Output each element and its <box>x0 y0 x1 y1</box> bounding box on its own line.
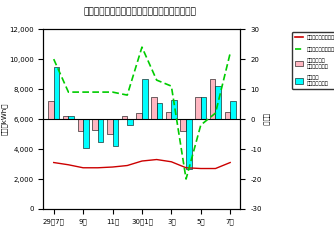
Legend: 電力需要実績前年同月比, 発電実績前年同月比, 電力需要実績
（前年同月比）, 発電実績
（前年同月比）: 電力需要実績前年同月比, 発電実績前年同月比, 電力需要実績 （前年同月比）, … <box>292 32 334 89</box>
Bar <box>186 119 192 169</box>
Bar <box>98 119 104 141</box>
Bar <box>157 103 162 119</box>
Bar <box>54 67 59 119</box>
Bar <box>63 116 68 119</box>
Bar <box>122 116 127 119</box>
Bar <box>113 119 118 146</box>
Y-axis label: （％）: （％） <box>263 113 270 125</box>
Bar <box>136 113 142 119</box>
Bar <box>230 101 236 119</box>
Bar <box>171 100 177 119</box>
Bar <box>151 96 157 119</box>
Bar <box>210 79 215 119</box>
Bar <box>48 101 54 119</box>
Bar <box>166 112 171 119</box>
Bar <box>195 96 201 119</box>
Text: 電力需要実績・発電実績及び前年同月比の推移: 電力需要実績・発電実績及び前年同月比の推移 <box>84 7 197 16</box>
Bar <box>142 79 148 119</box>
Bar <box>83 119 89 148</box>
Bar <box>215 86 221 119</box>
Bar <box>127 119 133 125</box>
Bar <box>77 119 83 131</box>
Bar <box>107 119 113 134</box>
Bar <box>201 96 206 119</box>
Bar <box>92 119 98 130</box>
Bar <box>68 116 74 119</box>
Bar <box>224 112 230 119</box>
Bar <box>180 119 186 131</box>
Y-axis label: （百万kWh）: （百万kWh） <box>1 103 8 135</box>
